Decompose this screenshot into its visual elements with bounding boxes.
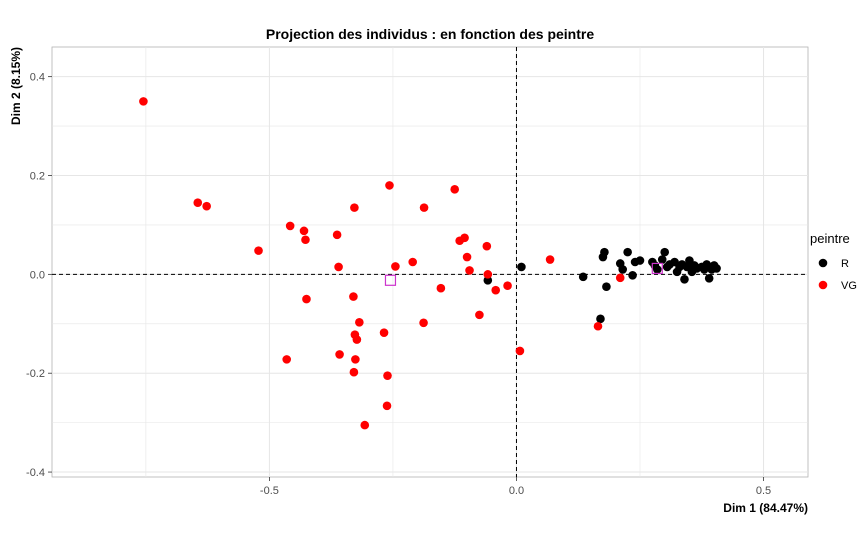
y-tick-label: -0.2 <box>26 368 45 380</box>
grid-lines <box>52 47 808 477</box>
legend-key-vg <box>818 280 828 290</box>
point-vg <box>436 283 446 293</box>
point-vg <box>334 262 343 272</box>
point-vg <box>483 270 493 279</box>
point-vg <box>193 198 203 207</box>
point-vg <box>254 246 263 255</box>
point-vg <box>615 273 625 283</box>
point-vg <box>332 230 342 240</box>
group-centroids <box>384 262 663 286</box>
point-vg <box>465 266 474 275</box>
x-tick-label: 0.0 <box>509 485 524 497</box>
y-tick-label: 0.4 <box>30 72 45 84</box>
point-r <box>704 274 714 283</box>
point-vg <box>385 181 394 190</box>
x-axis-title: Dim 1 (84.47%) <box>723 501 808 515</box>
point-vg <box>383 371 392 380</box>
point-vg <box>351 355 360 364</box>
y-tick-label: 0.0 <box>30 269 45 281</box>
point-vg <box>350 203 359 212</box>
point-r <box>628 271 637 280</box>
centroid-vg <box>384 274 397 286</box>
point-r <box>680 274 689 284</box>
legend-title: peintre <box>810 231 850 246</box>
point-vg <box>545 255 555 264</box>
point-vg <box>491 285 501 295</box>
point-vg <box>202 201 211 211</box>
legend-label-vg: VG <box>841 280 857 292</box>
y-tick-label: -0.4 <box>26 467 45 479</box>
point-r <box>483 275 493 285</box>
point-r <box>600 247 609 257</box>
legend: peintre R VG <box>810 231 857 292</box>
point-vg <box>301 235 310 245</box>
point-vg <box>282 355 292 364</box>
x-tick-label: -0.5 <box>260 485 279 497</box>
point-vg <box>482 241 492 251</box>
point-r <box>652 265 662 274</box>
point-vg <box>408 257 418 267</box>
chart-title: Projection des individus : en fonction d… <box>266 26 594 42</box>
data-points <box>139 97 721 430</box>
point-r <box>712 264 721 273</box>
point-vg <box>419 203 429 212</box>
point-vg <box>360 420 370 430</box>
point-vg <box>515 346 525 356</box>
point-r <box>657 255 667 264</box>
point-r <box>578 272 588 282</box>
x-axis-ticks: -0.5 0.0 0.5 <box>260 477 771 497</box>
point-vg <box>355 317 364 327</box>
point-r <box>635 256 645 265</box>
centroid-r <box>651 262 663 275</box>
point-vg <box>352 335 362 344</box>
point-vg <box>460 233 469 243</box>
point-vg <box>450 185 460 194</box>
point-vg <box>379 328 389 337</box>
legend-key-r <box>818 258 828 268</box>
point-r <box>660 247 670 257</box>
point-vg <box>349 367 359 377</box>
point-r <box>602 282 611 292</box>
point-vg <box>382 401 392 411</box>
point-vg <box>335 350 344 359</box>
y-axis-title: Dim 2 (8.15%) <box>9 47 23 125</box>
point-r <box>623 247 632 257</box>
point-vg <box>299 226 309 236</box>
point-vg <box>419 318 428 328</box>
point-r <box>618 265 628 274</box>
point-vg <box>302 294 311 304</box>
y-tick-label: 0.2 <box>30 171 45 183</box>
point-vg <box>503 281 512 291</box>
y-axis-ticks: -0.4 -0.2 0.0 0.2 0.4 <box>26 72 52 479</box>
legend-label-r: R <box>841 258 849 270</box>
point-vg <box>349 292 358 301</box>
x-tick-label: 0.5 <box>756 485 771 497</box>
point-vg <box>593 321 603 331</box>
point-r <box>517 262 526 272</box>
point-r <box>596 314 605 324</box>
reference-lines <box>52 47 808 477</box>
point-vg <box>139 97 148 106</box>
point-vg <box>475 310 484 320</box>
point-vg <box>391 262 400 271</box>
point-vg <box>462 252 472 262</box>
point-vg <box>285 221 295 231</box>
